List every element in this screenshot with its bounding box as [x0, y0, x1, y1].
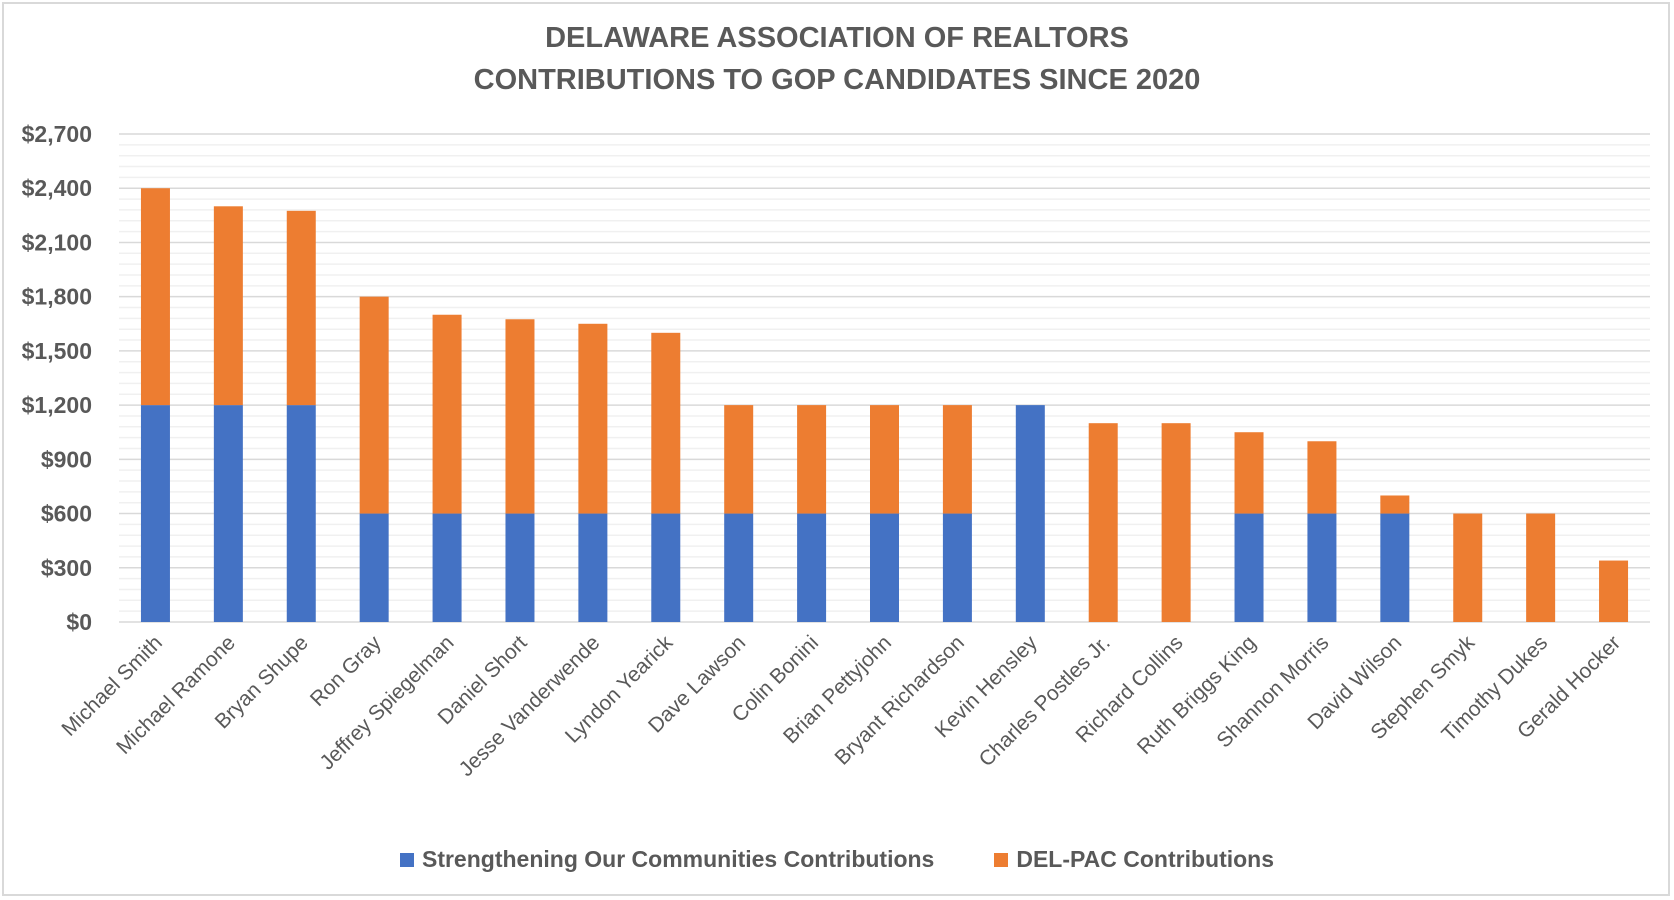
legend-label: DEL-PAC Contributions	[1016, 846, 1275, 872]
x-tick-label: Jeffrey Spiegelman	[315, 631, 458, 774]
bar-delpac-michael-ramone	[213, 206, 243, 406]
bar-delpac-michael-smith	[140, 188, 170, 406]
bar-delpac-ruth-briggs-king	[1234, 432, 1264, 514]
legend-swatch-blue	[399, 852, 414, 867]
y-tick-label: $2,700	[22, 121, 92, 147]
bar-delpac-jesse-vanderwende	[578, 323, 608, 514]
bar-soc-kevin-hensley	[1015, 405, 1045, 622]
bar-delpac-daniel-short	[505, 319, 535, 514]
bar-soc-jesse-vanderwende	[578, 513, 608, 622]
bar-soc-shannon-morris	[1307, 513, 1337, 622]
bar-soc-brian-pettyjohn	[870, 513, 899, 622]
bar-soc-michael-smith	[140, 405, 170, 622]
bar-soc-lyndon-yearick	[651, 513, 681, 622]
bar-soc-jeffrey-spiegelman	[432, 513, 462, 622]
legend: Strengthening Our Communities Contributi…	[0, 846, 1674, 873]
y-tick-label: $1,800	[22, 284, 92, 310]
bar-soc-colin-bonini	[797, 513, 827, 622]
bar-soc-david-wilson	[1380, 513, 1410, 622]
legend-label: Strengthening Our Communities Contributi…	[421, 846, 935, 872]
chart-title-line-1: DELAWARE ASSOCIATION OF REALTORS	[545, 22, 1129, 54]
bar-delpac-gerald-hocker	[1599, 560, 1629, 622]
y-tick-label: $300	[41, 555, 92, 581]
legend-item-delpac: DEL-PAC Contributions	[994, 846, 1274, 873]
bar-delpac-jeffrey-spiegelman	[432, 314, 462, 514]
bar-delpac-stephen-smyk	[1453, 513, 1483, 622]
legend-swatch-orange	[994, 852, 1009, 867]
bar-soc-ruth-briggs-king	[1234, 513, 1264, 622]
bar-delpac-shannon-morris	[1307, 441, 1337, 514]
y-tick-label: $900	[41, 446, 92, 472]
y-tick-label: $2,400	[22, 175, 92, 201]
y-tick-label: $1,200	[22, 392, 92, 418]
bar-soc-michael-ramone	[213, 405, 243, 622]
bar-soc-daniel-short	[505, 513, 535, 622]
y-tick-label: $2,100	[22, 229, 92, 255]
bar-soc-dave-lawson	[724, 513, 754, 622]
bar-delpac-bryan-shupe	[286, 210, 316, 406]
x-tick-label: Jesse Vanderwende	[455, 631, 605, 781]
bar-delpac-dave-lawson	[724, 405, 754, 514]
x-tick-label: Charles Postles Jr.	[975, 631, 1115, 771]
bar-delpac-charles-postles-jr	[1088, 423, 1118, 622]
bar-delpac-david-wilson	[1380, 495, 1410, 514]
y-tick-label: $1,500	[22, 338, 92, 364]
x-tick-label: Bryant Richardson	[831, 631, 969, 769]
bar-delpac-bryant-richardson	[942, 405, 972, 514]
bar-delpac-brian-pettyjohn	[870, 405, 899, 514]
bar-delpac-colin-bonini	[797, 405, 827, 514]
y-tick-label: $0	[66, 609, 92, 635]
legend-item-soc: Strengthening Our Communities Contributi…	[399, 846, 935, 873]
chart-title-line-2: CONTRIBUTIONS TO GOP CANDIDATES SINCE 20…	[473, 64, 1201, 96]
bar-delpac-lyndon-yearick	[651, 332, 681, 514]
bar-delpac-richard-collins	[1161, 423, 1191, 622]
bar-soc-bryant-richardson	[942, 513, 972, 622]
y-tick-label: $600	[41, 501, 92, 527]
bar-delpac-ron-gray	[359, 296, 389, 514]
bar-soc-ron-gray	[359, 513, 389, 622]
bar-delpac-timothy-dukes	[1526, 513, 1556, 622]
bar-soc-bryan-shupe	[286, 405, 316, 622]
